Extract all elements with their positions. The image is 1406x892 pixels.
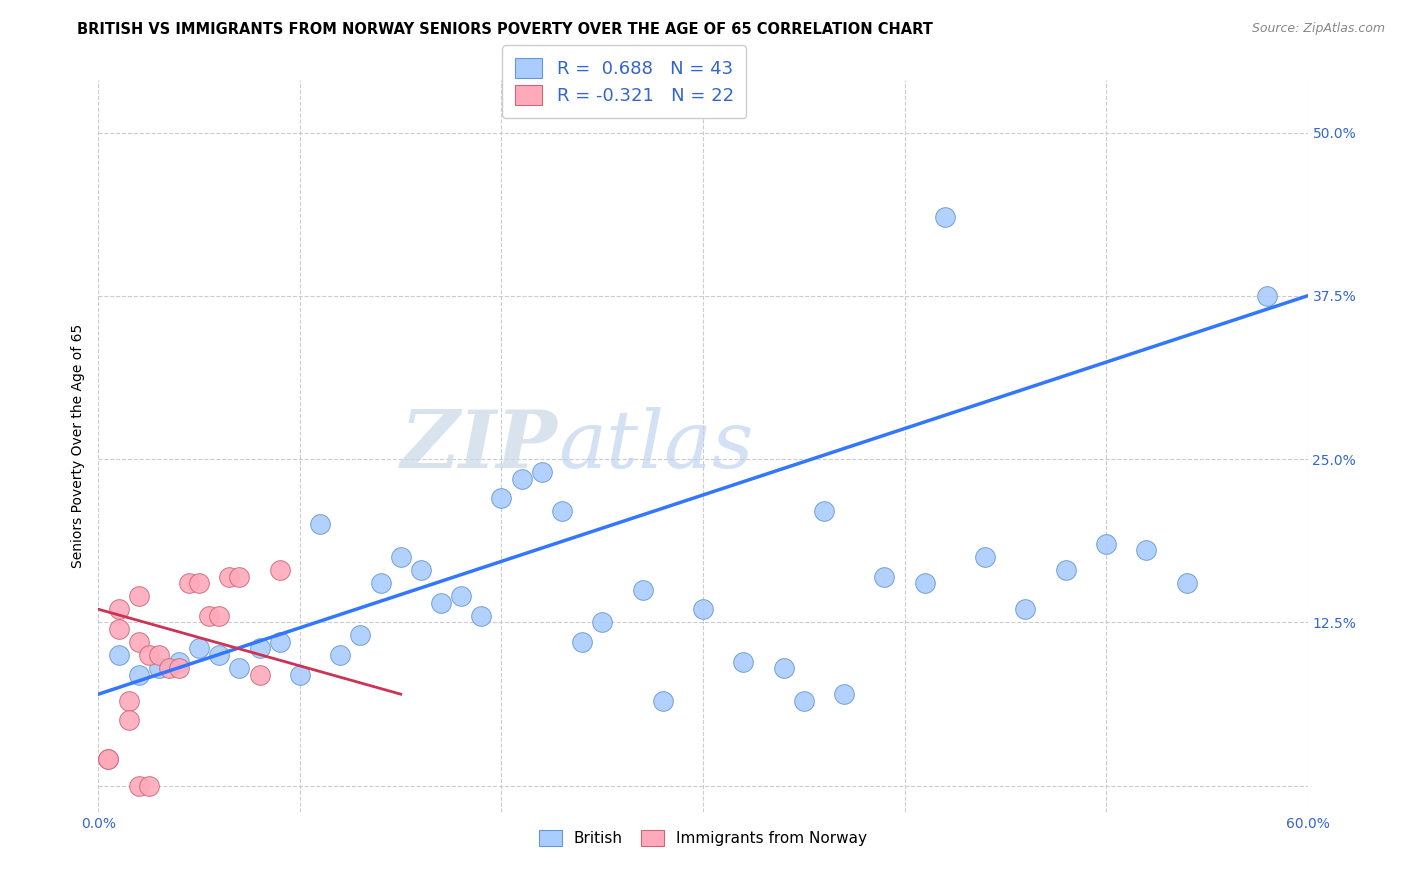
Point <box>97 752 120 766</box>
Point <box>551 504 574 518</box>
Point <box>128 779 150 793</box>
Point <box>128 589 150 603</box>
Point <box>148 648 170 662</box>
Point <box>188 576 211 591</box>
Point <box>167 661 190 675</box>
Point <box>167 655 190 669</box>
Point <box>128 667 150 681</box>
Point <box>349 628 371 642</box>
Point <box>107 602 129 616</box>
Text: atlas: atlas <box>558 408 754 484</box>
Point <box>1135 543 1157 558</box>
Point <box>329 648 352 662</box>
Point <box>107 648 129 662</box>
Point <box>107 622 129 636</box>
Point <box>873 569 896 583</box>
Point <box>97 752 120 766</box>
Point <box>188 641 211 656</box>
Point <box>591 615 613 630</box>
Point <box>218 569 240 583</box>
Point <box>1256 289 1278 303</box>
Point <box>692 602 714 616</box>
Point <box>148 661 170 675</box>
Point <box>450 589 472 603</box>
Point <box>208 608 231 623</box>
Point <box>198 608 221 623</box>
Point <box>138 779 160 793</box>
Point <box>228 569 250 583</box>
Point <box>288 667 311 681</box>
Point <box>249 641 271 656</box>
Point <box>430 596 453 610</box>
Point <box>309 517 332 532</box>
Point <box>128 635 150 649</box>
Text: Source: ZipAtlas.com: Source: ZipAtlas.com <box>1251 22 1385 36</box>
Point <box>793 694 815 708</box>
Point <box>470 608 492 623</box>
Point <box>118 694 141 708</box>
Point <box>208 648 231 662</box>
Point <box>571 635 593 649</box>
Point <box>631 582 654 597</box>
Point <box>491 491 513 506</box>
Point <box>269 635 291 649</box>
Y-axis label: Seniors Poverty Over the Age of 65: Seniors Poverty Over the Age of 65 <box>70 324 84 568</box>
Point <box>1014 602 1036 616</box>
Point <box>370 576 392 591</box>
Point <box>1095 537 1118 551</box>
Point <box>249 667 271 681</box>
Point <box>651 694 673 708</box>
Point <box>1054 563 1077 577</box>
Point <box>269 563 291 577</box>
Point <box>138 648 160 662</box>
Point <box>228 661 250 675</box>
Point <box>510 472 533 486</box>
Legend: British, Immigrants from Norway: British, Immigrants from Norway <box>530 821 876 855</box>
Point <box>772 661 794 675</box>
Point <box>1175 576 1198 591</box>
Point <box>974 549 997 564</box>
Point <box>157 661 180 675</box>
Point <box>934 211 956 225</box>
Point <box>733 655 755 669</box>
Point <box>389 549 412 564</box>
Point <box>914 576 936 591</box>
Point <box>179 576 201 591</box>
Point <box>832 687 855 701</box>
Point <box>409 563 432 577</box>
Point <box>813 504 835 518</box>
Point <box>530 465 553 479</box>
Text: BRITISH VS IMMIGRANTS FROM NORWAY SENIORS POVERTY OVER THE AGE OF 65 CORRELATION: BRITISH VS IMMIGRANTS FROM NORWAY SENIOR… <box>77 22 934 37</box>
Text: ZIP: ZIP <box>401 408 558 484</box>
Point <box>118 714 141 728</box>
